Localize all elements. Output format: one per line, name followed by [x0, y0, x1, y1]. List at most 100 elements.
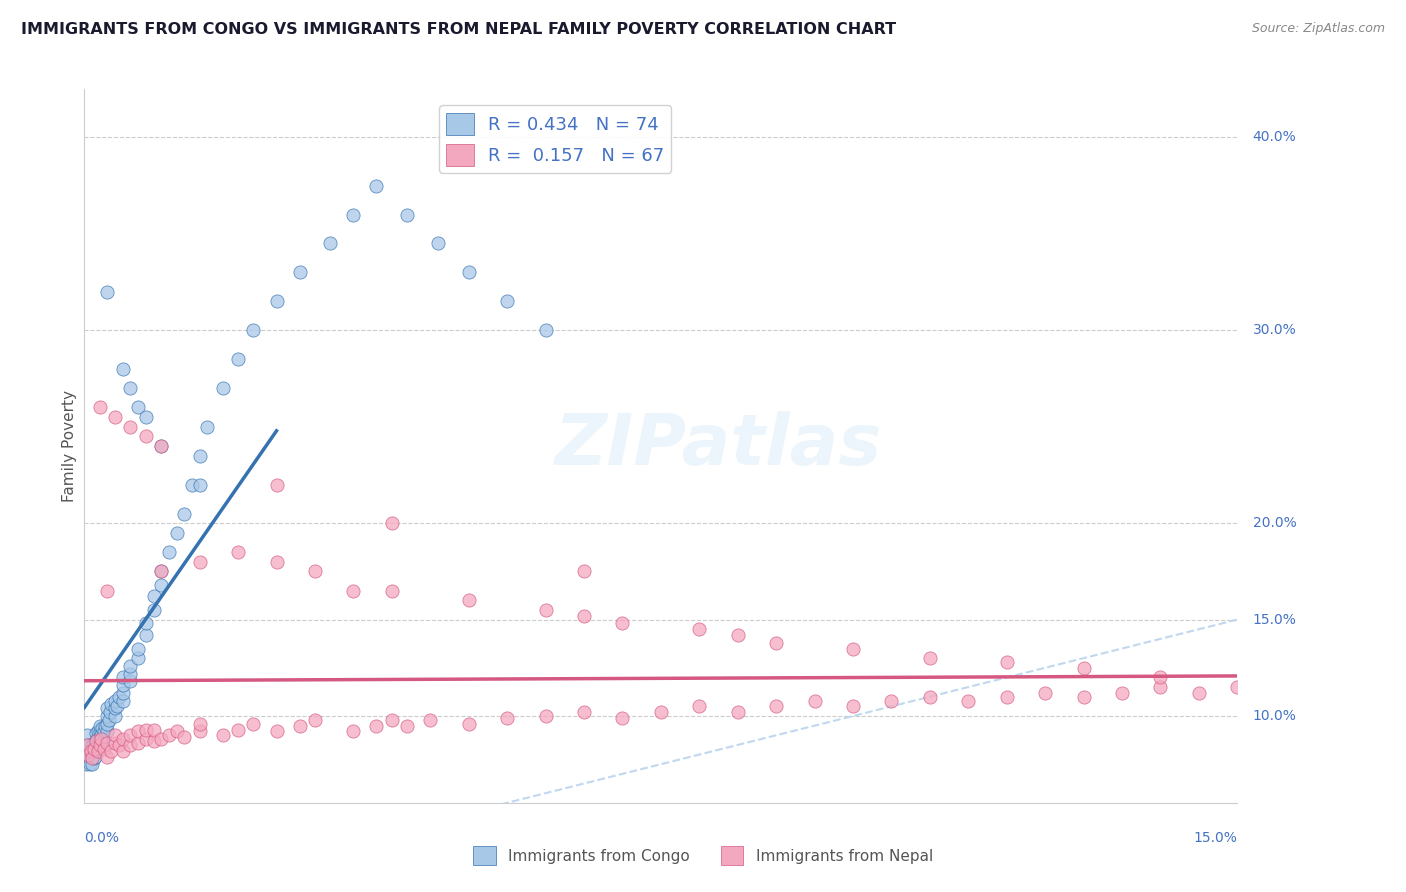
Point [83, 736, 105, 750]
Point [1033, 686, 1056, 700]
Point [1073, 690, 1095, 704]
Point [1264, 674, 1286, 689]
Point [84, 741, 107, 756]
Point [366, 719, 388, 733]
Text: 0.0%: 0.0% [84, 831, 120, 846]
Point [534, 603, 557, 617]
Text: 15.0%: 15.0% [1194, 831, 1237, 846]
Point [79, 757, 101, 772]
Point [266, 724, 288, 739]
Point [304, 565, 326, 579]
Point [727, 705, 749, 719]
Point [96, 583, 118, 598]
Point [111, 686, 134, 700]
Point [1341, 674, 1364, 689]
Point [842, 641, 865, 656]
Point [1188, 686, 1211, 700]
Point [75, 757, 97, 772]
Point [127, 724, 149, 739]
Point [1111, 686, 1133, 700]
Point [1303, 680, 1326, 694]
Point [266, 294, 288, 309]
Point [381, 713, 404, 727]
Point [166, 724, 188, 739]
Point [534, 323, 557, 337]
Point [266, 555, 288, 569]
Point [765, 699, 787, 714]
Point [188, 555, 211, 569]
Point [157, 545, 180, 559]
Point [765, 636, 787, 650]
Point [381, 583, 404, 598]
Point [135, 410, 157, 425]
Point [84, 726, 107, 740]
Point [76, 728, 98, 742]
Point [84, 734, 107, 748]
Point [880, 693, 903, 707]
Point [342, 583, 364, 598]
Point [918, 690, 941, 704]
Legend: R = 0.434   N = 74, R =  0.157   N = 67: R = 0.434 N = 74, R = 0.157 N = 67 [439, 105, 672, 173]
Point [803, 693, 825, 707]
Point [396, 719, 419, 733]
Point [83, 744, 105, 758]
Point [89, 719, 111, 733]
Point [89, 724, 111, 739]
Point [650, 705, 672, 719]
Point [76, 738, 98, 752]
Point [304, 713, 326, 727]
Point [96, 716, 118, 731]
Point [150, 578, 173, 592]
Point [111, 362, 134, 376]
Point [77, 747, 100, 762]
Point [188, 716, 211, 731]
Point [150, 565, 173, 579]
Point [89, 401, 111, 415]
Point [688, 622, 710, 636]
Point [83, 741, 105, 756]
Point [226, 723, 249, 737]
Point [96, 701, 118, 715]
Point [111, 670, 134, 684]
Point [96, 285, 118, 299]
Point [100, 744, 122, 758]
Point [1073, 661, 1095, 675]
Point [111, 678, 134, 692]
Point [96, 724, 118, 739]
Point [173, 507, 195, 521]
Point [93, 732, 115, 747]
Point [288, 265, 311, 279]
Point [211, 381, 233, 395]
Point [91, 721, 114, 735]
Point [104, 701, 127, 715]
Point [288, 719, 311, 733]
Point [211, 728, 233, 742]
Point [93, 741, 115, 756]
Point [98, 705, 121, 719]
Point [135, 429, 157, 443]
Point [142, 603, 165, 617]
Point [127, 651, 149, 665]
Point [173, 730, 195, 744]
Point [96, 736, 118, 750]
Point [87, 744, 110, 758]
Point [111, 693, 134, 707]
Point [727, 628, 749, 642]
Point [496, 711, 519, 725]
Point [157, 728, 180, 742]
Point [135, 723, 157, 737]
Point [195, 419, 218, 434]
Point [127, 736, 149, 750]
Point [226, 545, 249, 559]
Point [242, 716, 264, 731]
Point [188, 724, 211, 739]
Point [120, 666, 142, 681]
Point [142, 590, 165, 604]
Point [94, 719, 117, 733]
Y-axis label: Family Poverty: Family Poverty [62, 390, 77, 502]
Point [457, 593, 479, 607]
Point [89, 738, 111, 752]
Text: ZIPatlas: ZIPatlas [555, 411, 882, 481]
Point [87, 724, 110, 739]
Point [1149, 680, 1171, 694]
